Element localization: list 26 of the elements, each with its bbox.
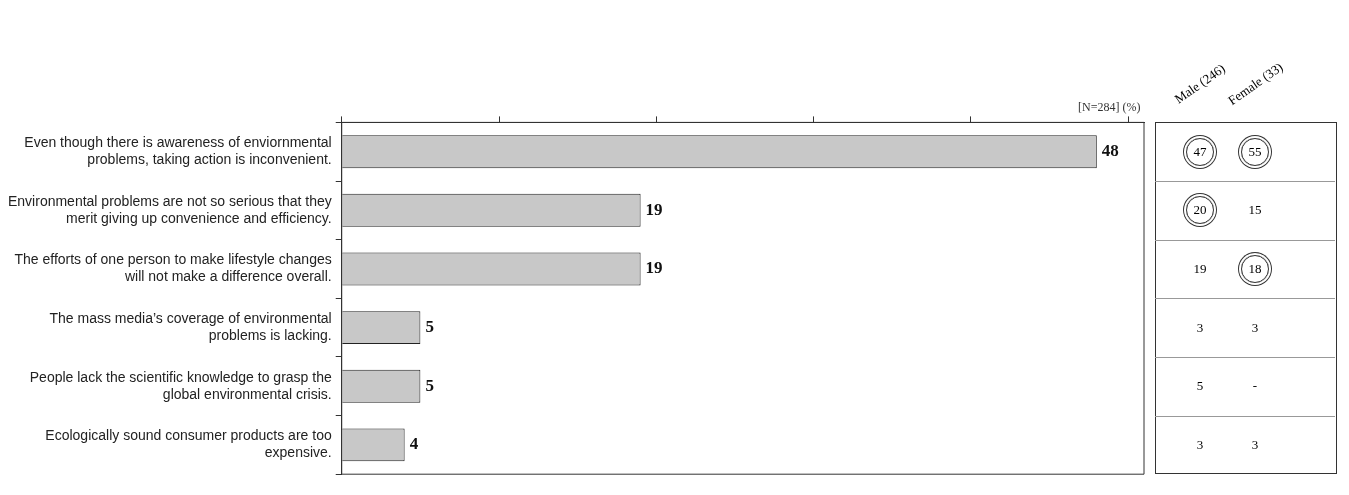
data-label: 48 (1101, 141, 1119, 161)
y-tick-label: The efforts of one person to make lifestyle changes will not make a difference overall. (14, 251, 332, 285)
data-label: 47 (1192, 142, 1208, 161)
y-tick-label: Even though there is awareness of enviornmental problems, taking action is inconvenient. (24, 134, 332, 167)
data-label: 3 (1250, 435, 1260, 454)
data-label: 20 (1192, 201, 1208, 220)
data-label: 5 (1195, 377, 1205, 396)
data-label: 3 (1195, 318, 1205, 337)
data-label: 5 (425, 375, 434, 395)
data-label: 3 (1195, 435, 1205, 454)
data-label: 15 (1247, 201, 1263, 220)
data-label: 18 (1247, 259, 1263, 278)
data-label: 19 (1192, 259, 1208, 278)
y-tick-label: Environmental problems are not so serious that they merit giving up convenience and efficiency. (7, 192, 332, 226)
data-label: 4 (409, 434, 419, 454)
data-label: 19 (645, 199, 663, 219)
y-tick-label: Ecologically sound consumer products are too expensive. (45, 427, 332, 461)
data-label: 5 (425, 317, 434, 337)
y-tick-label: People lack the scientific knowledge to grasp the global environmental crisis. (29, 368, 332, 402)
text: - (1252, 378, 1258, 394)
data-label: 3 (1250, 318, 1260, 337)
x-tick-label: Male (246) (1171, 61, 1228, 108)
y-tick-label: The mass media’s coverage of environmental problems is lacking. (49, 310, 332, 343)
data-label: 19 (645, 258, 663, 278)
data-label: 55 (1247, 142, 1263, 161)
text: [N=284] (%) (1078, 100, 1141, 116)
